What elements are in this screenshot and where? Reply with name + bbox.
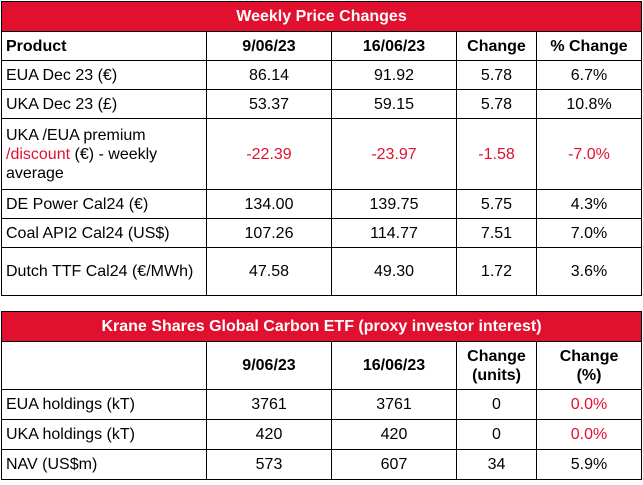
header-pct-label: (%) [576,366,602,384]
holding-change: 0 [456,389,537,420]
price-change: 5.78 [456,89,537,119]
holding-date-2: 420 [331,419,457,450]
price-pct-change: 6.7% [536,60,642,90]
holding-change: 34 [456,449,537,480]
header-units-label: (units) [472,366,521,384]
price-date-1: 53.37 [206,89,332,119]
price-pct-change: 7.0% [536,218,642,248]
price-pct-change: -7.0% [536,118,642,190]
product-name: DE Power Cal24 (€) [1,189,207,219]
holding-date-2: 607 [331,449,457,480]
price-change: 7.51 [456,218,537,248]
price-date-1: -22.39 [206,118,332,190]
header-change-label: Change [559,347,619,365]
etf-holdings-table: Krane Shares Global Carbon ETF (proxy in… [0,311,643,480]
price-date-2: -23.97 [331,118,457,190]
price-date-1: 86.14 [206,60,332,90]
price-date-1: 134.00 [206,189,332,219]
price-date-1: 107.26 [206,218,332,248]
price-change: 5.78 [456,60,537,90]
price-date-2: 114.77 [331,218,457,248]
price-date-2: 91.92 [331,60,457,90]
holding-date-2: 3761 [331,389,457,420]
weekly-header-row: Product 9/06/23 16/06/23 Change % Change [1,31,642,61]
holding-label: NAV (US$m) [1,449,207,480]
holding-label: EUA holdings (kT) [1,389,207,420]
header-date-2: 16/06/23 [331,31,457,61]
table-row: DE Power Cal24 (€) 134.00 139.75 5.75 4.… [1,189,642,219]
header-product: Product [1,31,207,61]
header-change: Change [456,31,537,61]
product-name-part: (€) - weekly average [6,145,158,182]
holding-date-1: 573 [206,449,332,480]
holding-pct-change: 0.0% [535,389,643,420]
header-date-2: 16/06/23 [331,341,457,390]
product-name-part: UKA /EUA premium [6,126,146,144]
etf-header-row: 9/06/23 16/06/23 Change (units) Change (%) [1,341,643,390]
header-date-1: 9/06/23 [206,341,332,390]
weekly-title: Weekly Price Changes [1,1,642,32]
product-name: UKA Dec 23 (£) [1,89,207,119]
table-row: EUA holdings (kT) 3761 3761 0 0.0% [1,389,643,420]
holding-pct-change: 5.9% [535,449,643,480]
holding-change: 0 [456,419,537,450]
table-row: UKA holdings (kT) 420 420 0 0.0% [1,419,643,450]
price-pct-change: 10.8% [536,89,642,119]
etf-title: Krane Shares Global Carbon ETF (proxy in… [0,311,643,342]
table-row: Dutch TTF Cal24 (€/MWh) 47.58 49.30 1.72… [1,247,642,296]
product-name: EUA Dec 23 (€) [1,60,207,90]
header-pct-change: % Change [536,31,642,61]
table-row: NAV (US$m) 573 607 34 5.9% [1,449,643,480]
holding-date-1: 420 [206,419,332,450]
table-row: EUA Dec 23 (€) 86.14 91.92 5.78 6.7% [1,60,642,90]
price-pct-change: 4.3% [536,189,642,219]
header-blank [1,341,207,390]
weekly-price-table: Weekly Price Changes Product 9/06/23 16/… [1,1,642,296]
holding-pct-change: 0.0% [535,419,643,450]
price-date-2: 49.30 [331,247,457,296]
table-row: UKA Dec 23 (£) 53.37 59.15 5.78 10.8% [1,89,642,119]
product-name-discount: /discount [6,145,71,163]
price-change: 1.72 [456,247,537,296]
header-change-pct: Change (%) [535,341,643,390]
price-change: -1.58 [456,118,537,190]
price-pct-change: 3.6% [536,247,642,296]
table-row: UKA /EUA premium/discount (€) - weekly a… [1,118,642,190]
price-change: 5.75 [456,189,537,219]
etf-title-row: Krane Shares Global Carbon ETF (proxy in… [0,311,643,342]
price-date-2: 59.15 [331,89,457,119]
price-date-1: 47.58 [206,247,332,296]
product-name: Dutch TTF Cal24 (€/MWh) [1,247,207,296]
product-name: UKA /EUA premium/discount (€) - weekly a… [1,118,207,190]
table-row: Coal API2 Cal24 (US$) 107.26 114.77 7.51… [1,218,642,248]
holding-date-1: 3761 [206,389,332,420]
product-name: Coal API2 Cal24 (US$) [1,218,207,248]
holding-label: UKA holdings (kT) [1,419,207,450]
price-date-2: 139.75 [331,189,457,219]
weekly-title-row: Weekly Price Changes [1,1,642,32]
header-date-1: 9/06/23 [206,31,332,61]
header-change-label: Change [467,347,526,365]
header-change-units: Change (units) [456,341,537,390]
